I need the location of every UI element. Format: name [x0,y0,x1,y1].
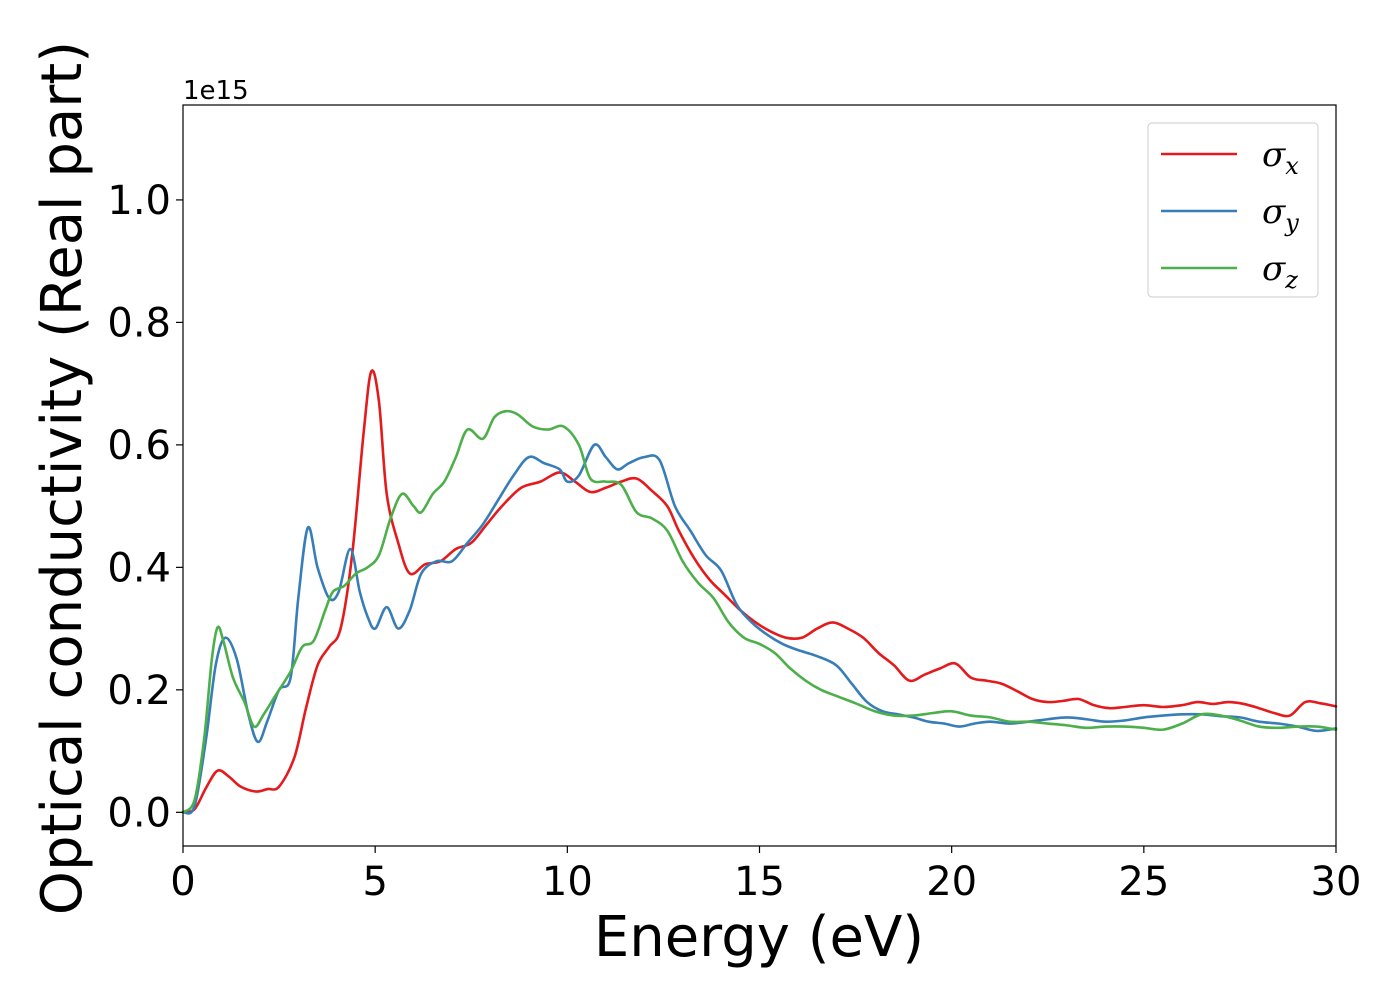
legend-label-y: σy [1262,192,1299,237]
y-tick-label: 0.0 [107,790,171,836]
x-tick-label: 25 [1118,859,1169,905]
y-offset-label: 1e15 [183,76,249,106]
legend-label-x: σx [1262,135,1299,180]
x-tick-label: 5 [362,859,387,905]
y-tick-label: 1.0 [107,178,171,224]
x-tick-label: 10 [542,859,593,905]
legend-label-z: σz [1262,249,1298,294]
y-tick-label: 0.8 [107,300,171,346]
x-tick-label: 20 [926,859,977,905]
y-tick-label: 0.6 [107,423,171,469]
x-axis-title: Energy (eV) [594,905,924,970]
x-tick-label: 30 [1311,859,1362,905]
legend: σx σy σz [1147,122,1319,298]
x-axis-ticks: 0 5 10 15 20 25 30 [170,846,1361,905]
y-tick-label: 0.4 [107,545,171,591]
y-tick-label: 0.2 [107,668,171,714]
y-axis-ticks: 0.0 0.2 0.4 0.6 0.8 1.0 [107,178,183,836]
x-tick-label: 0 [170,859,195,905]
series-layer [181,369,1338,815]
y-axis-title: Optical conductivity (Real part) [30,41,95,915]
x-tick-label: 15 [734,859,785,905]
series-line-y [181,443,1338,815]
series-line-x [181,369,1338,814]
series-line-z [181,409,1338,814]
